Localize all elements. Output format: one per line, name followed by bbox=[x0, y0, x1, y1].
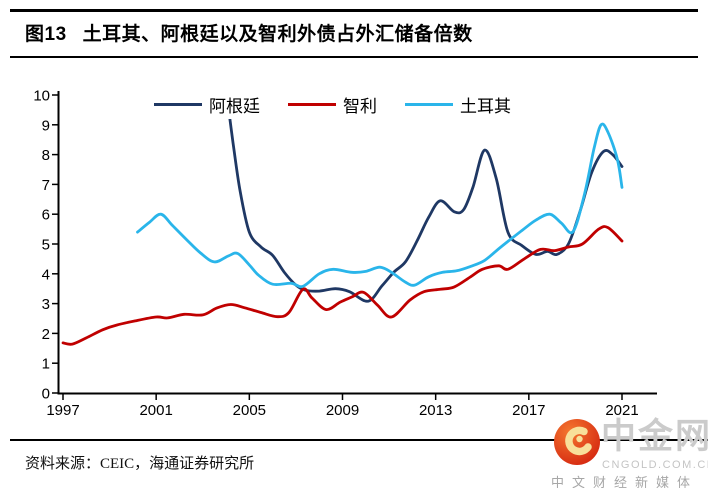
legend-swatch-chile bbox=[288, 103, 336, 106]
legend-label-argentina: 阿根廷 bbox=[209, 97, 260, 116]
y-tick-label: 2 bbox=[42, 326, 50, 343]
title-underline bbox=[10, 56, 698, 58]
x-tick-label: 2001 bbox=[139, 402, 172, 419]
y-tick-label: 1 bbox=[42, 356, 50, 373]
watermark-tagline: 中文财经新媒体 bbox=[551, 475, 699, 488]
watermark-domain: CNGOLD.COM.CN bbox=[602, 459, 708, 471]
series-line-chile bbox=[61, 225, 624, 346]
top-rule bbox=[10, 9, 698, 12]
series-line-turkey bbox=[136, 122, 624, 289]
legend-swatch-turkey bbox=[405, 103, 453, 106]
y-tick-label: 0 bbox=[42, 386, 50, 403]
x-tick-label: 2009 bbox=[326, 402, 359, 419]
legend-swatch-argentina bbox=[154, 103, 202, 106]
source-note: 资料来源：CEIC，海通证券研究所 bbox=[25, 456, 255, 472]
y-tick-label: 10 bbox=[33, 88, 50, 105]
cngold-logo-icon bbox=[554, 419, 600, 465]
x-tick-label: 2005 bbox=[233, 402, 266, 419]
watermark-brand: 中金网 bbox=[601, 417, 708, 456]
y-tick-label: 3 bbox=[42, 296, 50, 313]
y-tick-label: 4 bbox=[42, 266, 50, 283]
legend-item-turkey: 土耳其 bbox=[405, 92, 511, 117]
legend-item-argentina: 阿根廷 bbox=[154, 92, 260, 117]
y-tick-label: 9 bbox=[42, 117, 50, 134]
legend-label-turkey: 土耳其 bbox=[460, 97, 511, 116]
series-line-argentina bbox=[225, 96, 624, 303]
footer-rule bbox=[10, 439, 708, 441]
y-tick-label: 6 bbox=[42, 207, 50, 224]
legend-label-chile: 智利 bbox=[343, 97, 377, 116]
x-tick-label: 2017 bbox=[512, 402, 545, 419]
figure-number: 图13 bbox=[25, 24, 67, 45]
y-tick-label: 7 bbox=[42, 177, 50, 194]
y-tick-label: 8 bbox=[42, 147, 50, 164]
legend-item-chile: 智利 bbox=[288, 92, 377, 117]
chart-legend: 阿根廷 智利 土耳其 bbox=[150, 90, 515, 119]
x-tick-label: 2013 bbox=[419, 402, 452, 419]
figure-title-text: 土耳其、阿根廷以及智利外债占外汇储备倍数 bbox=[82, 24, 473, 45]
y-tick-label: 5 bbox=[42, 237, 50, 254]
figure-title: 图13 土耳其、阿根廷以及智利外债占外汇储备倍数 bbox=[25, 19, 473, 46]
x-tick-label: 1997 bbox=[46, 402, 79, 419]
x-tick-label: 2021 bbox=[605, 402, 638, 419]
